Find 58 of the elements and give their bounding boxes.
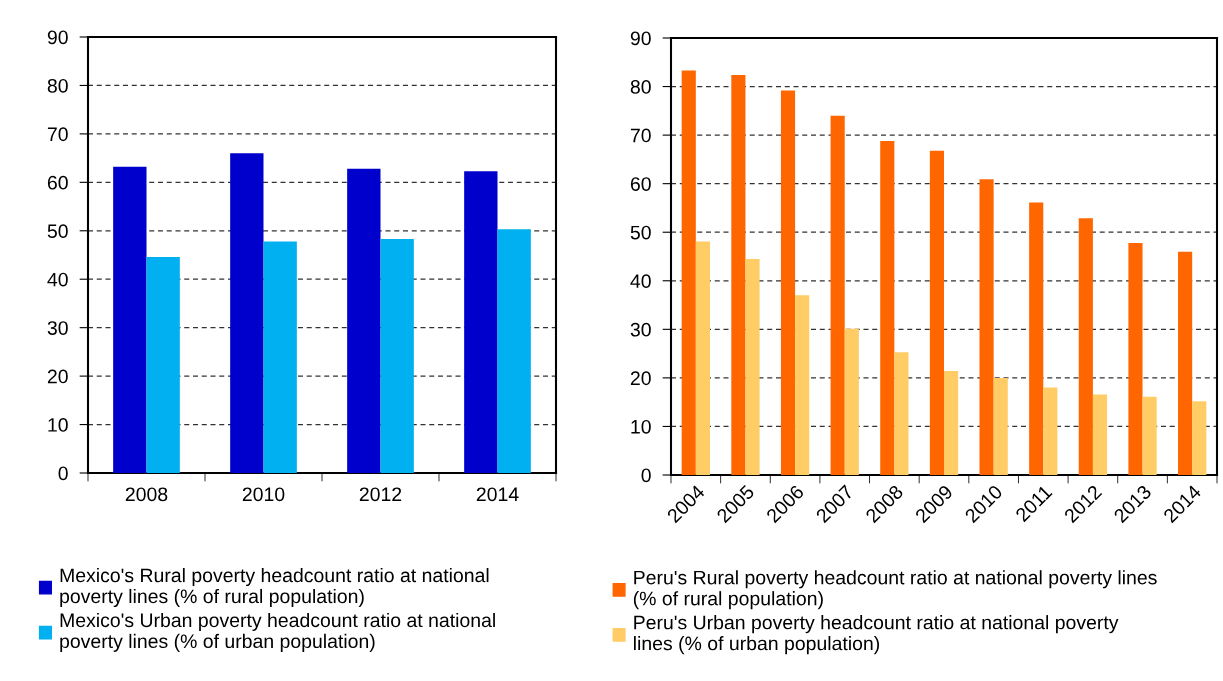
x-tick-label: 2012 — [359, 487, 402, 502]
bar — [146, 256, 180, 473]
bar — [929, 150, 944, 475]
legend-label: Peru's Urban poverty headcount ratio at national poverty lines (% of urban population) — [634, 615, 1119, 655]
x-tick-label: 2010 — [242, 487, 285, 502]
legend-label: Mexico's Urban poverty headcount ratio at national poverty lines (% of urban population) — [60, 612, 495, 652]
bar — [695, 241, 710, 475]
bar — [1043, 387, 1058, 475]
x-tick-label: 2008 — [125, 487, 168, 502]
legend-label: Mexico's Rural poverty headcount ratio at national poverty lines (% of rural population) — [60, 567, 489, 608]
y-tick-label: 10 — [631, 419, 651, 434]
bar — [844, 328, 859, 475]
bar — [1192, 401, 1207, 475]
bar — [1092, 394, 1108, 475]
bar — [263, 241, 297, 473]
bar — [464, 171, 498, 473]
y-tick-label: 30 — [630, 322, 651, 337]
bar — [681, 70, 696, 475]
y-tick-label: 30 — [47, 321, 68, 335]
bar — [1142, 396, 1157, 475]
bar — [497, 229, 531, 473]
bar — [745, 258, 760, 475]
bar — [979, 179, 994, 475]
y-tick-label: 80 — [630, 80, 651, 94]
bar — [1078, 218, 1093, 475]
bar — [380, 239, 414, 473]
bar — [830, 115, 845, 475]
bar — [1128, 242, 1143, 475]
bar — [993, 377, 1008, 475]
bar — [894, 352, 909, 475]
y-tick-label: 0 — [641, 468, 651, 483]
y-tick-label: 60 — [47, 175, 68, 190]
y-tick-label: 10 — [48, 418, 68, 432]
y-tick-label: 70 — [47, 127, 68, 142]
bar — [780, 90, 796, 475]
bar — [113, 166, 147, 473]
y-tick-label: 50 — [47, 224, 68, 239]
y-tick-label: 70 — [630, 128, 651, 143]
y-tick-label: 90 — [47, 30, 68, 45]
bar — [731, 74, 746, 475]
x-tick-label: 2014 — [476, 487, 519, 502]
bar — [880, 140, 895, 475]
y-tick-label: 80 — [47, 78, 68, 93]
bar — [347, 168, 381, 473]
y-tick-label: 40 — [47, 272, 68, 287]
y-tick-label: 20 — [630, 371, 651, 386]
legend-label: Peru's Rural poverty headcount ratio at national poverty lines (% of rural population) — [633, 570, 1157, 610]
y-tick-label: 40 — [630, 274, 651, 289]
bar — [795, 295, 810, 475]
y-tick-label: 0 — [58, 466, 68, 481]
y-tick-label: 90 — [630, 31, 651, 46]
bar — [944, 371, 959, 475]
bar — [1178, 251, 1193, 475]
bar — [230, 153, 264, 473]
bar — [1029, 202, 1044, 475]
y-tick-label: 50 — [630, 225, 651, 240]
y-tick-label: 60 — [630, 177, 651, 191]
y-tick-label: 20 — [47, 369, 68, 384]
